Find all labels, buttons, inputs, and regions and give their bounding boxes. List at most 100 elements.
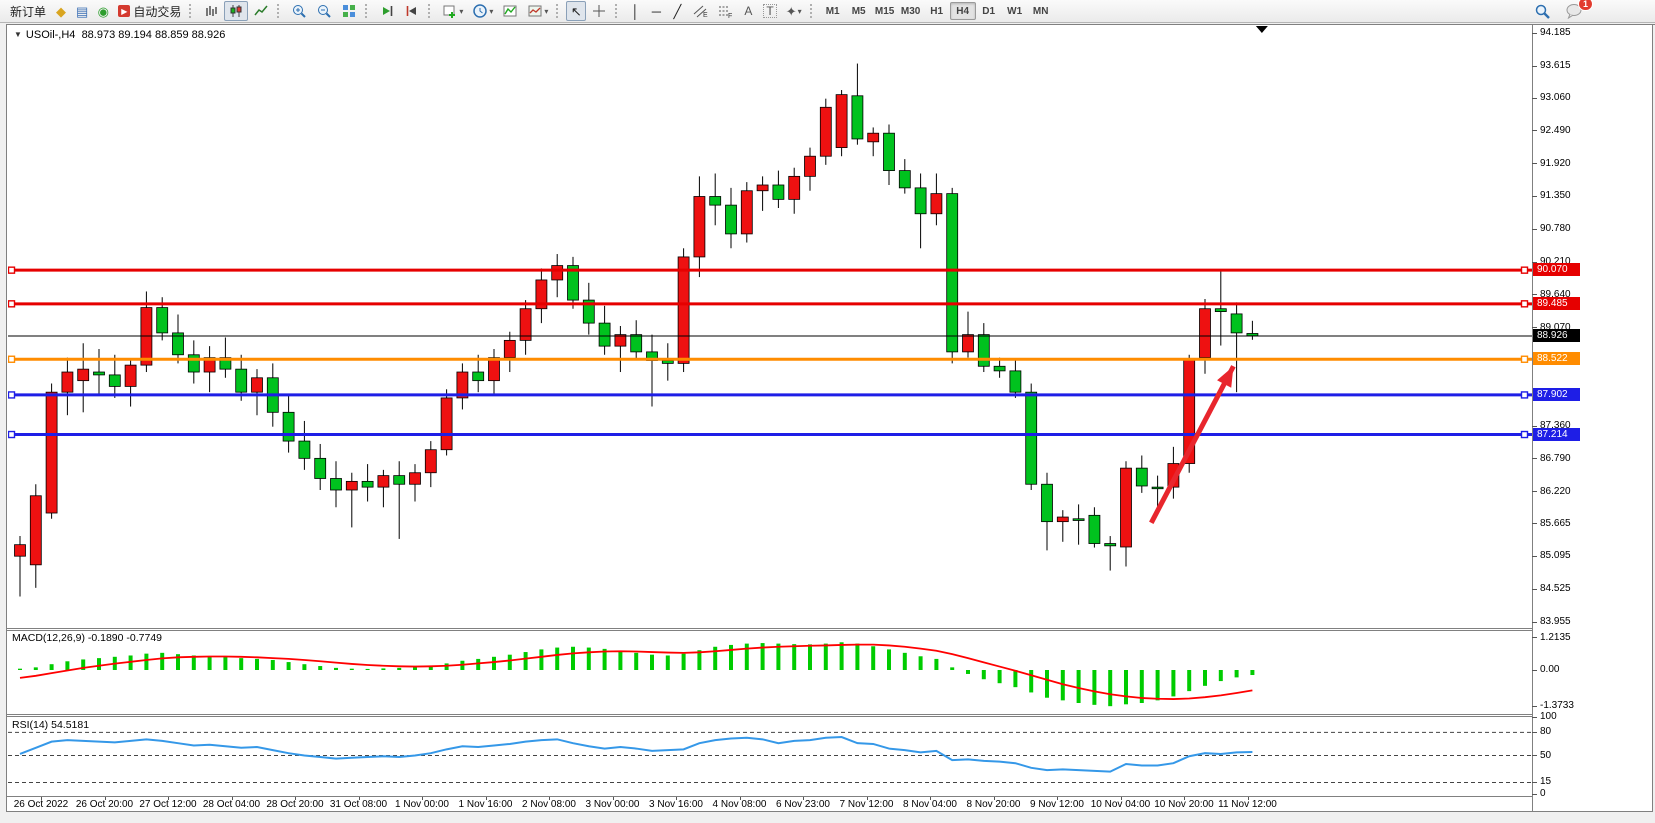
time-tick bbox=[1247, 797, 1249, 800]
new-order-button[interactable]: 新订单 bbox=[10, 4, 47, 19]
time-tick bbox=[231, 797, 233, 800]
crosshair-icon[interactable] bbox=[587, 1, 611, 21]
chart-frame-border bbox=[6, 811, 1653, 812]
price-tick-label: 94.185 bbox=[1540, 27, 1571, 39]
hline-handle[interactable] bbox=[1520, 355, 1529, 363]
fibonacci-tool-icon[interactable]: F bbox=[713, 1, 737, 21]
price-tick-label: 91.350 bbox=[1540, 190, 1571, 202]
zoom-out-icon[interactable] bbox=[312, 1, 336, 21]
signals-icon[interactable]: ◉ bbox=[97, 3, 109, 19]
candle-body bbox=[330, 478, 342, 491]
price-tick-label: 91.920 bbox=[1540, 157, 1571, 169]
time-tick-label: 27 Oct 12:00 bbox=[139, 799, 197, 810]
candle-body bbox=[693, 196, 706, 258]
rsi-panel-canvas[interactable] bbox=[8, 717, 1532, 796]
text-label-tool-icon[interactable]: T bbox=[759, 1, 780, 21]
autotrading-icon: ▶ bbox=[118, 5, 131, 17]
trendline-tool-icon[interactable]: ╱ bbox=[673, 3, 682, 19]
time-tick-label: 31 Oct 08:00 bbox=[329, 799, 388, 810]
equidistant-channel-tool-icon[interactable]: E bbox=[688, 1, 712, 21]
rsi-tick bbox=[1532, 793, 1537, 795]
time-tick bbox=[549, 797, 550, 800]
period-dropdown-button[interactable]: ▾ bbox=[468, 1, 497, 21]
trend-arrow-head[interactable] bbox=[1217, 366, 1234, 388]
price-tick bbox=[1532, 163, 1537, 165]
price-tick bbox=[1532, 327, 1537, 329]
timeframe-button-m5[interactable]: M5 bbox=[851, 5, 866, 17]
rsi-tick bbox=[1532, 781, 1537, 783]
price-tick bbox=[1532, 294, 1537, 296]
time-tick bbox=[104, 797, 106, 800]
arrows-tool-dropdown[interactable]: ✦ ▾ bbox=[785, 3, 802, 19]
indicators-icon[interactable] bbox=[498, 1, 522, 21]
hline-handle[interactable] bbox=[1520, 430, 1529, 439]
candlestick-chart-icon[interactable] bbox=[224, 1, 249, 21]
candle-body bbox=[772, 184, 785, 200]
metaeditor-icon[interactable]: ◆ bbox=[56, 3, 67, 19]
macd-tick bbox=[1532, 637, 1537, 639]
hline-handle[interactable] bbox=[8, 300, 16, 308]
timeframe-button-d1[interactable]: D1 bbox=[982, 5, 996, 17]
time-tick-label: 28 Oct 04:00 bbox=[202, 799, 261, 810]
main-chart-canvas[interactable] bbox=[8, 25, 1532, 628]
horizontal-line-tool-icon[interactable]: ─ bbox=[651, 3, 661, 19]
time-tick bbox=[1120, 797, 1122, 800]
market-watch-icon[interactable]: ▤ bbox=[76, 3, 89, 19]
timeframe-button-h4[interactable]: H4 bbox=[949, 2, 976, 20]
bar-chart-icon[interactable] bbox=[199, 1, 223, 21]
candle-body bbox=[29, 495, 42, 566]
timeframe-button-m30[interactable]: M30 bbox=[900, 5, 921, 17]
price-tick bbox=[1532, 621, 1537, 623]
vertical-line-tool-icon[interactable]: │ bbox=[631, 3, 640, 19]
price-tick bbox=[1532, 523, 1537, 525]
candle-body bbox=[409, 472, 421, 485]
hline-handle[interactable] bbox=[8, 430, 16, 439]
timeframe-button-m15[interactable]: M15 bbox=[874, 5, 895, 17]
hline-handle[interactable] bbox=[8, 391, 16, 399]
candle-body bbox=[567, 265, 579, 301]
hline-handle[interactable] bbox=[8, 266, 16, 274]
autotrading-button[interactable]: ▶ 自动交易 bbox=[114, 1, 185, 21]
timeframe-button-m1[interactable]: M1 bbox=[825, 5, 840, 17]
zoom-in-icon[interactable] bbox=[287, 1, 311, 21]
price-tick bbox=[1532, 97, 1537, 99]
candle-body bbox=[1009, 370, 1022, 393]
line-chart-icon[interactable] bbox=[249, 1, 273, 21]
main-toolbar: 新订单 ◆ ▤ ◉ ▶ 自动交易 ▾ ▾ ▾ ↖ │ ─ ╱ E F A T ✦… bbox=[0, 0, 1655, 23]
timeframe-button-mn[interactable]: MN bbox=[1032, 5, 1049, 17]
timeframe-button-h1[interactable]: H1 bbox=[930, 5, 944, 17]
hline-handle[interactable] bbox=[1520, 300, 1529, 308]
candle-body bbox=[187, 354, 200, 373]
candle-body bbox=[93, 371, 105, 376]
timeframe-button-w1[interactable]: W1 bbox=[1007, 5, 1023, 17]
macd-tick bbox=[1532, 705, 1537, 707]
chart-shift-icon[interactable] bbox=[400, 1, 424, 21]
macd-indicator-values: -0.1890 -0.7749 bbox=[87, 632, 163, 644]
trend-arrow[interactable] bbox=[1149, 365, 1236, 524]
search-icon[interactable] bbox=[1530, 1, 1555, 21]
hline-handle[interactable] bbox=[1520, 266, 1529, 274]
candle-body bbox=[1214, 308, 1227, 312]
price-tag-88.926: 88.926 bbox=[1533, 329, 1580, 342]
time-tick-label: 6 Nov 23:00 bbox=[776, 799, 830, 810]
cursor-icon[interactable]: ↖ bbox=[566, 1, 587, 21]
tile-windows-icon[interactable] bbox=[337, 1, 361, 21]
text-tool-icon[interactable]: A bbox=[744, 4, 753, 18]
macd-panel-canvas[interactable] bbox=[8, 631, 1532, 714]
panel-separator[interactable] bbox=[7, 714, 1532, 717]
candle-body bbox=[535, 279, 548, 310]
time-tick-label: 11 Nov 12:00 bbox=[1218, 799, 1277, 810]
chevron-down-icon[interactable]: ▼ bbox=[14, 30, 22, 39]
candle-body bbox=[156, 307, 169, 334]
candle-body bbox=[1230, 313, 1243, 334]
candle-body bbox=[582, 299, 595, 324]
hline-handle[interactable] bbox=[8, 355, 16, 363]
price-tick-label: 86.790 bbox=[1540, 452, 1571, 464]
notifications-icon[interactable]: 1 bbox=[1561, 0, 1593, 21]
panel-separator[interactable] bbox=[7, 628, 1532, 631]
auto-scroll-icon[interactable] bbox=[375, 1, 399, 21]
candle-body bbox=[456, 371, 469, 399]
new-chart-button[interactable]: ▾ bbox=[438, 1, 467, 21]
hline-handle[interactable] bbox=[1520, 391, 1529, 399]
templates-dropdown-button[interactable]: ▾ bbox=[523, 1, 552, 21]
